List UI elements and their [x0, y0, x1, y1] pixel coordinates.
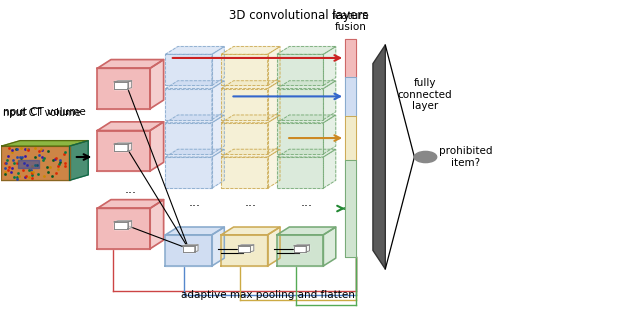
- Polygon shape: [165, 89, 212, 120]
- Polygon shape: [221, 149, 280, 157]
- Polygon shape: [277, 46, 336, 54]
- Polygon shape: [114, 144, 128, 151]
- Polygon shape: [183, 246, 195, 252]
- Polygon shape: [128, 81, 132, 89]
- Polygon shape: [277, 89, 323, 120]
- Polygon shape: [165, 123, 212, 154]
- Polygon shape: [221, 123, 267, 154]
- Polygon shape: [267, 115, 280, 154]
- Polygon shape: [373, 45, 385, 269]
- Polygon shape: [165, 149, 225, 157]
- Polygon shape: [345, 39, 356, 77]
- Polygon shape: [277, 157, 323, 188]
- Polygon shape: [212, 115, 225, 154]
- Text: adaptive max pooling and flatten: adaptive max pooling and flatten: [181, 290, 355, 300]
- Polygon shape: [323, 46, 336, 85]
- Circle shape: [414, 151, 437, 163]
- Polygon shape: [114, 221, 132, 222]
- Polygon shape: [277, 235, 323, 266]
- Polygon shape: [294, 246, 306, 252]
- Polygon shape: [98, 208, 150, 249]
- Polygon shape: [345, 77, 356, 116]
- Polygon shape: [267, 81, 280, 120]
- Polygon shape: [221, 227, 280, 235]
- Polygon shape: [294, 245, 310, 246]
- Polygon shape: [114, 143, 132, 144]
- Polygon shape: [345, 160, 356, 257]
- Polygon shape: [277, 115, 336, 123]
- Text: nput CT volume: nput CT volume: [3, 107, 86, 117]
- Polygon shape: [114, 222, 128, 229]
- Polygon shape: [150, 200, 164, 249]
- Polygon shape: [277, 123, 323, 154]
- Polygon shape: [212, 81, 225, 120]
- Polygon shape: [221, 235, 267, 266]
- Polygon shape: [150, 122, 164, 171]
- Polygon shape: [323, 149, 336, 188]
- Polygon shape: [221, 89, 267, 120]
- Polygon shape: [1, 141, 88, 146]
- Polygon shape: [221, 54, 267, 85]
- Polygon shape: [98, 68, 150, 109]
- Text: ...: ...: [300, 196, 312, 208]
- Polygon shape: [128, 221, 132, 229]
- Polygon shape: [221, 81, 280, 89]
- Polygon shape: [267, 149, 280, 188]
- Polygon shape: [165, 227, 225, 235]
- Polygon shape: [277, 227, 336, 235]
- Polygon shape: [128, 143, 132, 151]
- Polygon shape: [277, 149, 336, 157]
- Text: nput CT volume: nput CT volume: [2, 108, 80, 118]
- Polygon shape: [98, 131, 150, 171]
- Polygon shape: [98, 60, 164, 68]
- Polygon shape: [221, 46, 280, 54]
- Text: fully
connected
layer: fully connected layer: [397, 78, 452, 111]
- Polygon shape: [345, 116, 356, 160]
- Polygon shape: [221, 157, 267, 188]
- Polygon shape: [1, 146, 70, 180]
- Text: ...: ...: [124, 183, 136, 196]
- Text: ...: ...: [189, 196, 201, 208]
- Polygon shape: [306, 245, 310, 252]
- Text: 3D convolutional layers: 3D convolutional layers: [229, 9, 368, 22]
- Polygon shape: [221, 115, 280, 123]
- Polygon shape: [238, 245, 254, 246]
- Polygon shape: [212, 227, 225, 266]
- Text: ...: ...: [244, 196, 257, 208]
- Polygon shape: [277, 54, 323, 85]
- Polygon shape: [165, 157, 212, 188]
- Polygon shape: [323, 115, 336, 154]
- Polygon shape: [323, 227, 336, 266]
- Text: prohibited
item?: prohibited item?: [439, 146, 493, 168]
- Polygon shape: [251, 245, 254, 252]
- Polygon shape: [183, 245, 198, 246]
- Polygon shape: [98, 122, 164, 131]
- Polygon shape: [277, 81, 336, 89]
- Text: feature
fusion: feature fusion: [332, 11, 369, 32]
- Polygon shape: [114, 82, 128, 89]
- Polygon shape: [267, 46, 280, 85]
- Polygon shape: [267, 227, 280, 266]
- Polygon shape: [212, 46, 225, 85]
- Polygon shape: [212, 149, 225, 188]
- Polygon shape: [323, 81, 336, 120]
- Polygon shape: [238, 246, 251, 252]
- Polygon shape: [150, 60, 164, 109]
- Polygon shape: [165, 46, 225, 54]
- Polygon shape: [195, 245, 198, 252]
- Polygon shape: [165, 235, 212, 266]
- Polygon shape: [70, 141, 88, 180]
- Polygon shape: [165, 81, 225, 89]
- Polygon shape: [165, 115, 225, 123]
- Polygon shape: [114, 81, 132, 82]
- Polygon shape: [165, 54, 212, 85]
- Polygon shape: [98, 200, 164, 208]
